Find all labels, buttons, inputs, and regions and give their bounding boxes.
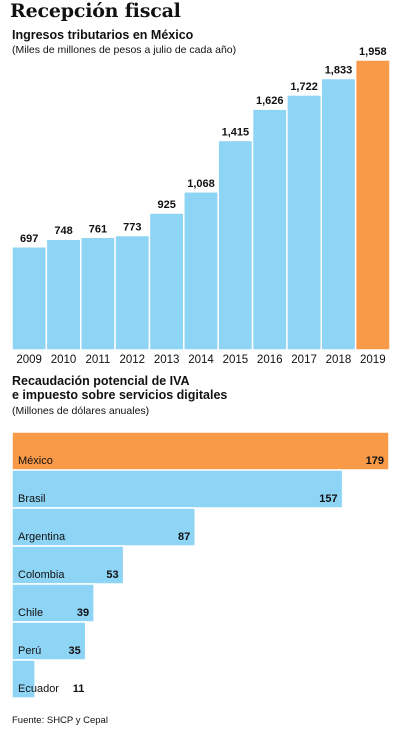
value-label-colombia: 53	[106, 569, 118, 581]
value-label-2017: 1,722	[290, 81, 318, 93]
chart1-title: Ingresos tributarios en México	[12, 28, 194, 42]
category-label-argentina: Argentina	[18, 531, 66, 543]
x-tick-2016: 2016	[257, 354, 283, 366]
chart2-subtitle: (Millones de dólares anuales)	[12, 405, 150, 417]
value-label-2018: 1,833	[325, 65, 353, 77]
bar-peru	[11, 621, 87, 661]
x-tick-2013: 2013	[154, 354, 180, 366]
x-tick-2009: 2009	[16, 354, 42, 366]
value-label-2014: 1,068	[187, 178, 215, 190]
bar-2018	[320, 77, 357, 351]
chart2-title-line1: Recaudación potencial de IVA	[12, 374, 190, 388]
bar-argentina	[11, 507, 196, 547]
value-label-mexico: 179	[366, 455, 384, 467]
x-tick-2019: 2019	[360, 354, 386, 366]
x-tick-2014: 2014	[188, 354, 214, 366]
x-tick-2010: 2010	[51, 354, 77, 366]
bar-mexico	[11, 431, 390, 471]
chart1-vertical-bar-chart: 697 2009 748 2010 761 2011 773 2012 925 2013 1,068…	[11, 46, 391, 366]
chart2-title-line2: e impuesto sobre servicios digitales	[12, 388, 228, 402]
value-label-argentina: 87	[178, 531, 190, 543]
category-label-mexico: México	[18, 455, 53, 467]
value-label-2009: 697	[20, 233, 38, 245]
category-label-chile: Chile	[18, 607, 43, 619]
x-tick-2015: 2015	[223, 354, 249, 366]
bar-2012	[114, 234, 151, 351]
chart2-title: Recaudación potencial de IVA e impuesto …	[12, 374, 227, 402]
bar-2016	[251, 108, 288, 351]
bar-2015	[217, 139, 254, 351]
x-tick-2011: 2011	[86, 354, 111, 366]
category-label-peru: Perú	[18, 645, 41, 657]
value-label-ecuador: 11	[73, 683, 85, 695]
category-label-ecuador: Ecuador	[18, 683, 59, 695]
source-note: Fuente: SHCP y Cepal	[12, 715, 108, 726]
bar-2013	[148, 212, 185, 351]
value-label-2011: 761	[89, 223, 107, 235]
value-label-2013: 925	[157, 199, 175, 211]
bar-2011	[79, 236, 116, 351]
value-label-brasil: 157	[319, 493, 337, 505]
value-label-2016: 1,626	[256, 95, 284, 107]
category-label-brasil: Brasil	[18, 493, 46, 505]
value-label-2015: 1,415	[222, 126, 250, 138]
bar-chile	[11, 583, 95, 623]
category-label-colombia: Colombia	[18, 569, 65, 581]
page-title: Recepción fiscal	[10, 0, 181, 22]
bar-brasil	[11, 469, 344, 509]
bar-2017	[286, 94, 323, 351]
value-label-chile: 39	[77, 607, 89, 619]
x-tick-2017: 2017	[291, 354, 317, 366]
bar-2019	[354, 59, 391, 351]
value-label-2012: 773	[123, 222, 141, 234]
value-label-peru: 35	[68, 645, 80, 657]
value-label-2010: 748	[54, 225, 72, 237]
x-tick-2018: 2018	[326, 354, 352, 366]
chart1-subtitle: (Miles de millones de pesos a julio de c…	[12, 44, 237, 56]
bar-ecuador	[11, 659, 36, 699]
value-label-2019: 1,958	[359, 46, 387, 58]
x-tick-2012: 2012	[119, 354, 145, 366]
